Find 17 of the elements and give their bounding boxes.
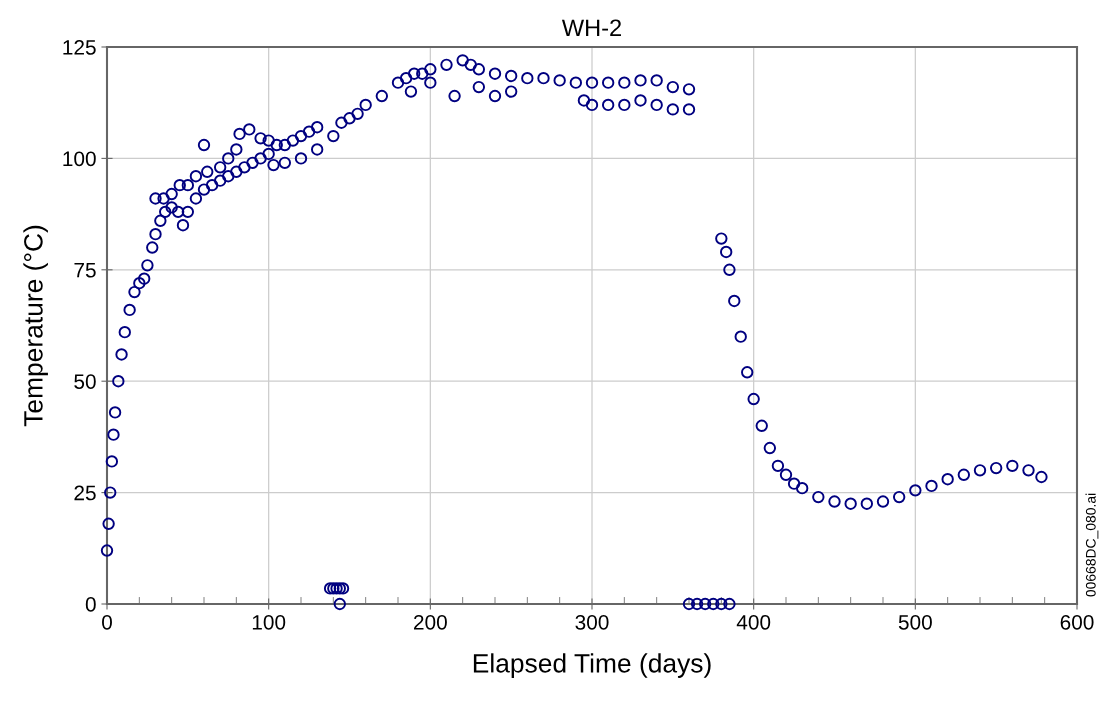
y-tick-label: 25 [74, 485, 96, 501]
x-tick-label: 600 [1060, 614, 1094, 630]
x-tick-label: 300 [575, 614, 609, 630]
y-tick-label: 125 [63, 40, 96, 55]
y-tick-label: 50 [74, 374, 96, 389]
x-tick-label: 0 [102, 614, 112, 630]
y-axis-title: Temperature (°C) [23, 225, 48, 427]
chart-title: WH-2 [561, 19, 621, 36]
x-tick-label: 100 [252, 614, 286, 630]
y-tick-label: 75 [74, 263, 96, 278]
x-tick-label: 200 [414, 614, 447, 630]
x-axis-title: Elapsed Time (days) [473, 653, 711, 678]
y-tick-label: 0 [85, 597, 96, 612]
y-tick-label: 100 [63, 151, 96, 167]
x-tick-label: 400 [736, 614, 771, 630]
text: 00668DC_080.ai [1085, 493, 1099, 597]
x-tick-label: 500 [898, 614, 932, 630]
